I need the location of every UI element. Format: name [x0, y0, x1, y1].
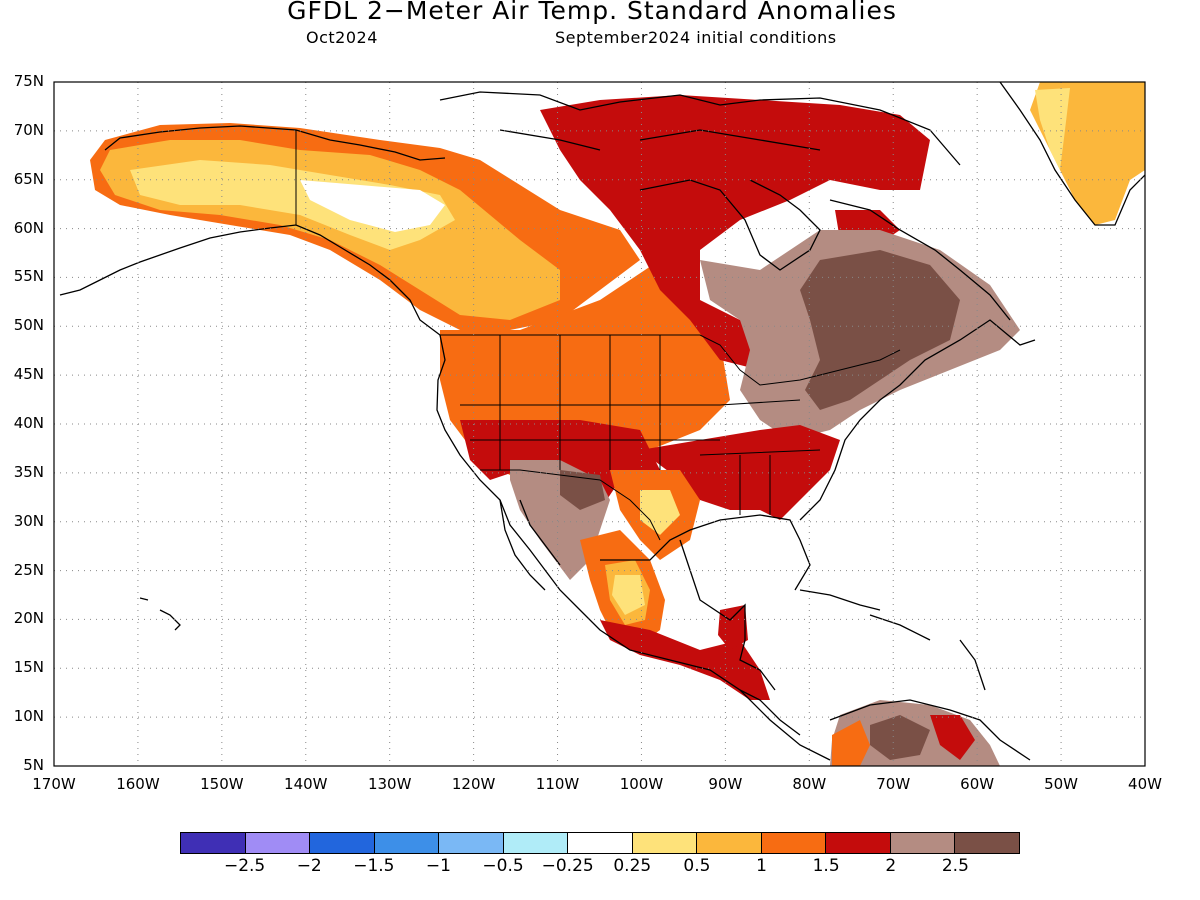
latitude-label: 25N — [13, 560, 44, 579]
region-venezuela-red — [930, 715, 975, 760]
longitude-label: 150W — [200, 775, 244, 793]
region-mexico-yellow — [612, 575, 645, 615]
legend-swatch — [181, 833, 246, 853]
legend-label: −0.25 — [541, 856, 594, 876]
latitude-label: 15N — [13, 658, 44, 677]
coast-west-us — [436, 334, 831, 761]
longitude-label: 40W — [1128, 775, 1162, 793]
coast-east-us — [799, 319, 1036, 521]
legend-swatch — [761, 833, 827, 853]
latitude-label: 75N — [13, 72, 44, 90]
longitude-label: 70W — [876, 775, 911, 793]
legend-label: 1 — [756, 856, 767, 876]
coast-hawaii — [139, 597, 181, 631]
legend-label: 2 — [885, 856, 897, 876]
coast-baja — [499, 499, 561, 591]
legend-label: 0.5 — [683, 856, 711, 876]
longitude-label: 120W — [451, 775, 496, 793]
latitude-label: 60N — [13, 218, 44, 237]
legend-swatch — [310, 833, 375, 853]
coast-greenland — [999, 82, 1145, 226]
legend-swatch — [374, 833, 440, 853]
longitude-label: 140W — [284, 775, 328, 793]
state-lines — [460, 335, 821, 515]
border-us-mexico — [480, 469, 661, 541]
region-alaska-yellow — [130, 160, 455, 250]
longitude-label: 130W — [367, 775, 412, 793]
color-legend — [180, 832, 1020, 854]
legend-label: −2.5 — [223, 856, 266, 876]
region-greenland-yellow — [1035, 88, 1070, 170]
legend-swatch — [245, 833, 311, 853]
forecast-month: Oct2024 — [306, 28, 378, 47]
latitude-label: 20N — [13, 609, 44, 628]
map-border — [53, 81, 1146, 767]
legend-label: 1.5 — [812, 856, 840, 876]
region-southamerica-brown — [870, 715, 930, 760]
legend-swatch — [439, 833, 504, 853]
anomaly-map — [53, 81, 1146, 767]
legend-swatch — [632, 833, 698, 853]
legend-label: −2 — [296, 856, 322, 876]
latitude-label: 45N — [13, 365, 44, 384]
latitude-label: 50N — [13, 316, 44, 335]
legend-swatch — [826, 833, 891, 853]
longitude-label: 50W — [1044, 775, 1079, 793]
region-yukon-white — [300, 180, 445, 232]
legend-label: −1 — [425, 856, 451, 876]
legend-swatch — [568, 833, 633, 853]
coast-arctic-islands — [439, 91, 961, 166]
legend-label: 0.25 — [613, 856, 652, 876]
latitude-label: 65N — [13, 169, 44, 188]
longitude-label: 80W — [792, 775, 827, 793]
longitude-label: 110W — [535, 775, 580, 793]
longitude-label: 100W — [619, 775, 664, 793]
latitude-label: 40N — [13, 414, 44, 432]
coast-labrador — [829, 199, 1011, 321]
coast-central-america — [739, 689, 1031, 761]
legend-label: 2.5 — [941, 856, 969, 876]
latitude-label: 10N — [13, 707, 44, 726]
longitude-label: 160W — [116, 775, 160, 793]
initial-conditions: September2024 initial conditions — [555, 28, 837, 47]
longitude-label: 60W — [960, 775, 995, 793]
borders — [295, 130, 901, 541]
border-us-canada — [440, 334, 901, 386]
latitude-label: 35N — [13, 462, 44, 481]
legend-swatch — [503, 833, 569, 853]
region-mexico-red — [600, 620, 770, 700]
legend-swatch — [697, 833, 762, 853]
longitude-label: 90W — [708, 775, 743, 793]
region-southamerica-orange — [832, 720, 870, 766]
coastlines — [59, 82, 1145, 761]
legend-label: −0.5 — [482, 856, 524, 876]
longitude-label: 170W — [32, 775, 76, 793]
grid-lines — [54, 82, 1145, 766]
region-texas-yellow — [640, 490, 680, 535]
legend-swatch — [955, 833, 1019, 853]
region-canada-red — [540, 95, 930, 370]
latitude-label: 55N — [13, 267, 44, 286]
map-title: GFDL 2−Meter Air Temp. Standard Anomalie… — [287, 0, 897, 25]
latitude-label: 30N — [13, 511, 44, 530]
legend-label: −1.5 — [353, 856, 395, 876]
latitude-label: 5N — [23, 756, 44, 774]
coast-caribbean — [799, 589, 986, 691]
region-southwest-brown — [560, 470, 605, 510]
legend-swatch — [890, 833, 956, 853]
coast-hudson-bay — [639, 179, 821, 271]
latitude-label: 70N — [13, 120, 44, 139]
